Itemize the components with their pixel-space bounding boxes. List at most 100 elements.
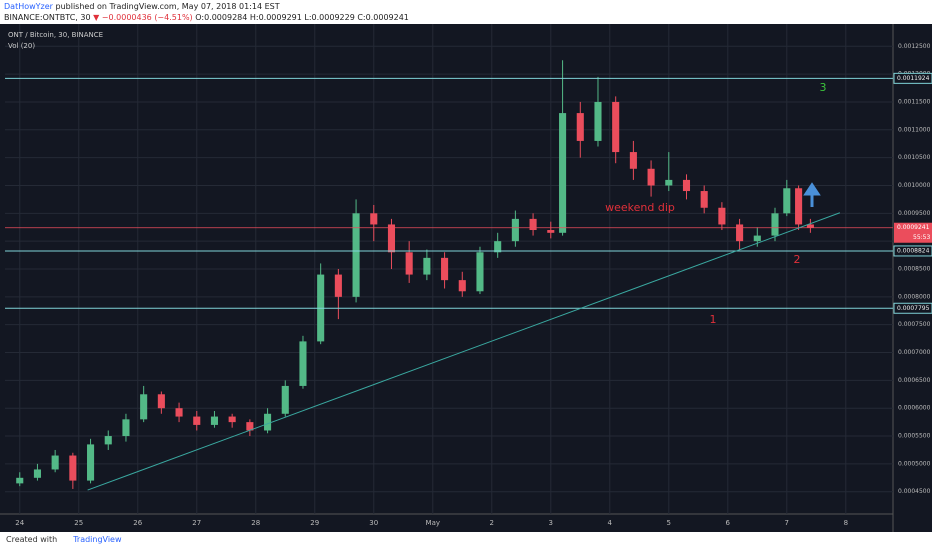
x-tick-label: 2 <box>490 519 494 527</box>
y-tick-label: 0.0007000 <box>898 349 931 356</box>
publish-line: DatHowYzer published on TradingView.com,… <box>4 1 409 12</box>
candle-body <box>352 213 360 297</box>
x-tick-label: 3 <box>549 519 553 527</box>
candle-body <box>576 113 584 141</box>
y-tick-label: 0.0005500 <box>898 433 931 440</box>
annotation: 2 <box>794 253 801 266</box>
candle-body <box>33 469 41 478</box>
symbol-line: BINANCE:ONTBTC, 30 ▼ −0.0000436 (−4.51%)… <box>4 12 409 23</box>
y-tick-label: 0.0005000 <box>898 460 931 467</box>
candle-body <box>281 385 289 414</box>
candle-body <box>441 257 449 281</box>
candle-body <box>140 394 148 420</box>
y-tick-label: 0.0012500 <box>898 43 931 50</box>
x-tick-label: 26 <box>133 519 142 527</box>
candle-body <box>193 416 201 425</box>
annotation: weekend dip <box>605 201 675 214</box>
ohlc: O:0.0009284 H:0.0009291 L:0.0009229 C:0.… <box>195 13 409 22</box>
y-tick-label: 0.0006500 <box>898 377 931 384</box>
candle-body <box>753 235 761 242</box>
candle-body <box>334 274 342 297</box>
grid <box>5 24 893 514</box>
candle-body <box>682 179 691 192</box>
candle-body <box>16 477 24 484</box>
candle-body <box>665 179 673 186</box>
candle-body <box>529 218 537 231</box>
candle-body <box>795 188 803 225</box>
candle-body <box>547 230 555 233</box>
y-tick-label: 0.0010000 <box>898 182 931 189</box>
y-tick-label: 0.0008000 <box>898 293 931 300</box>
candle-body <box>370 213 378 225</box>
candle-body <box>69 455 77 481</box>
author[interactable]: DatHowYzer <box>4 2 53 11</box>
chart: ONT / Bitcoin, 30, BINANCE Vol (20) 3 2 … <box>0 24 932 532</box>
x-tick-label: 27 <box>192 519 201 527</box>
countdown: 55:53 <box>913 234 930 241</box>
x-tick-label: 29 <box>310 519 319 527</box>
y-tick-label: 0.0004500 <box>898 488 931 495</box>
candle-body <box>175 408 183 417</box>
x-tick-label: 6 <box>726 519 731 527</box>
candle-body <box>228 416 236 423</box>
candle-body <box>771 213 779 236</box>
candle-body <box>806 224 814 228</box>
y-tick-label: 0.0006000 <box>898 405 931 412</box>
candle-body <box>299 341 307 386</box>
trendline <box>87 212 841 491</box>
x-tick-label: 5 <box>667 519 671 527</box>
y-tick-label: 0.0009500 <box>898 210 931 217</box>
level-tag <box>893 245 932 257</box>
candle-body <box>157 394 165 409</box>
y-tick-label: 0.0010500 <box>898 154 931 161</box>
annotation: 3 <box>820 81 827 94</box>
candle-body <box>122 419 130 437</box>
candle-body <box>629 152 637 169</box>
candle-body <box>647 168 655 186</box>
y-tick-label: 0.0008500 <box>898 266 931 273</box>
level-label: 0.0011924 <box>897 75 930 82</box>
x-tick-label: 30 <box>369 519 378 527</box>
x-tick-label: 7 <box>785 519 789 527</box>
x-tick-label: 25 <box>74 519 83 527</box>
x-tick-label: 24 <box>15 519 24 527</box>
header: DatHowYzer published on TradingView.com,… <box>4 1 409 23</box>
created: Created with <box>6 535 58 544</box>
level-label: 0.0007795 <box>897 305 930 312</box>
y-tick-label: 0.0011500 <box>898 98 931 105</box>
candle-body <box>387 224 396 253</box>
candle-body <box>51 455 59 470</box>
level-label: 0.0008824 <box>897 247 930 254</box>
candle-body <box>612 101 620 153</box>
candle-body <box>458 280 466 292</box>
level-tag <box>893 72 932 84</box>
candle-body <box>87 444 95 481</box>
indicator: Vol (20) <box>8 42 35 50</box>
candle-body <box>494 241 502 253</box>
candle-body <box>594 101 602 141</box>
y-tick-label: 0.0011000 <box>898 126 931 133</box>
candle-body <box>104 436 112 445</box>
chart-title: ONT / Bitcoin, 30, BINANCE <box>8 31 103 39</box>
x-tick-label: 28 <box>251 519 260 527</box>
marks <box>5 60 893 491</box>
change: ▼ −0.0000436 (−4.51%) <box>93 13 193 22</box>
arrow-up <box>803 182 821 207</box>
last-price-label: 0.0009241 <box>897 224 930 231</box>
brand[interactable]: TradingView <box>73 535 122 544</box>
candle-body <box>559 113 567 233</box>
published: published on TradingView.com, May 07, 20… <box>55 2 280 11</box>
candle-body <box>718 207 726 225</box>
candle-body <box>476 252 484 292</box>
candle-body <box>405 252 413 275</box>
level-tag <box>893 302 932 314</box>
candle-body <box>246 422 254 431</box>
x-tick-label: 4 <box>608 519 613 527</box>
annotation: 1 <box>710 313 717 326</box>
last-price-tag <box>894 222 932 243</box>
candle-body <box>783 188 791 214</box>
candle-body <box>700 191 708 208</box>
x-tick-label: 8 <box>844 519 848 527</box>
x-tick-label: May <box>426 519 440 527</box>
